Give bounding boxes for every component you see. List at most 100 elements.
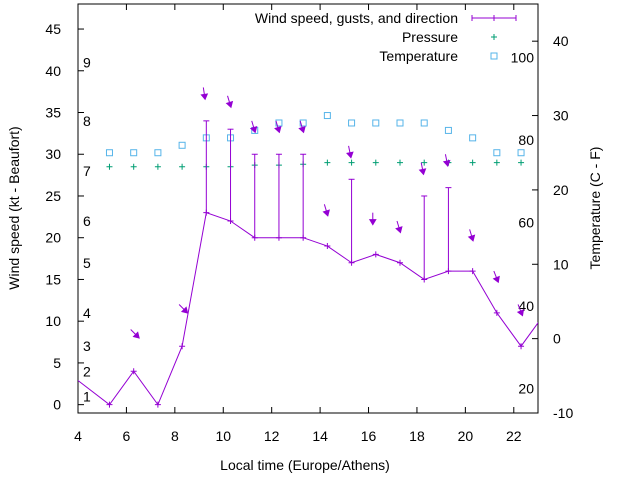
wind-speed-point [372, 251, 379, 258]
y-tick-label: 40 [45, 63, 61, 79]
wind-direction-arrowhead [395, 226, 403, 234]
y2-tick-label: 40 [553, 33, 569, 49]
temperature-point [372, 119, 380, 127]
pressure-point [397, 159, 403, 166]
wind-speed-point [397, 259, 403, 266]
y-tick-label: 0 [53, 397, 61, 413]
temperature-point [178, 141, 186, 149]
x-tick-label: 6 [123, 428, 131, 444]
wind-speed-point [251, 234, 258, 241]
wind-speed-point [518, 343, 525, 350]
x-tick-label: 20 [458, 428, 474, 444]
wind-speed-point [348, 259, 355, 266]
beaufort-label: 4 [83, 305, 91, 321]
wind-speed-point [493, 309, 500, 316]
temperature-point [299, 119, 307, 127]
wind-direction-arrowhead [180, 306, 189, 314]
wind-direction-arrowhead [274, 125, 282, 134]
beaufort-label: 2 [83, 363, 91, 379]
wind-direction-arrowhead [492, 275, 500, 284]
pressure-point [324, 159, 331, 166]
legend-label: Pressure [402, 29, 458, 45]
temperature-point [348, 119, 356, 127]
wind-speed-point [203, 209, 210, 216]
y2-tick-label: -10 [553, 405, 573, 421]
temperature-point [396, 119, 404, 127]
wind-speed-point [154, 401, 161, 408]
y2-tick-label: 10 [553, 256, 569, 272]
pressure-point [179, 163, 186, 170]
pressure-point [348, 159, 355, 166]
y2-tick-label: 30 [553, 108, 569, 124]
temperature-point [444, 126, 452, 134]
pressure-point [493, 159, 500, 166]
pressure-point [518, 159, 525, 166]
wind-direction-arrowhead [225, 100, 234, 109]
beaufort-label: 6 [83, 213, 91, 229]
temperature-point [275, 119, 283, 127]
pressure-point [421, 159, 428, 166]
temperature-point [517, 149, 525, 157]
fahrenheit-label: 80 [518, 132, 534, 148]
wind-direction-arrowhead [368, 219, 377, 226]
y-tick-label: 10 [45, 313, 61, 329]
wind-speed-point [324, 243, 331, 250]
y-axis-label: Wind speed (kt - Beaufort) [6, 126, 22, 289]
temperature-point [469, 134, 477, 142]
wind-direction-arrowhead [249, 125, 258, 134]
wind-speed-point [179, 343, 186, 350]
y-tick-label: 35 [45, 105, 61, 121]
legend-label: Wind speed, gusts, and direction [255, 10, 458, 26]
y-tick-label: 15 [45, 271, 61, 287]
wind-direction-arrowhead [346, 151, 354, 159]
y-tick-label: 20 [45, 230, 61, 246]
wind-direction-arrowhead [516, 309, 525, 317]
y-tick-label: 45 [45, 21, 61, 37]
beaufort-label: 7 [83, 163, 91, 179]
x-tick-label: 8 [171, 428, 179, 444]
pressure-point [130, 163, 137, 170]
legend-swatch-marker [491, 15, 497, 21]
wind-speed-point [469, 268, 476, 275]
beaufort-label: 9 [83, 54, 91, 70]
wind-speed-point [130, 368, 137, 375]
temperature-point [420, 119, 428, 127]
pressure-point [372, 159, 379, 166]
pressure-point [469, 159, 476, 166]
x-tick-label: 12 [264, 428, 280, 444]
pressure-point [106, 163, 113, 170]
wind-speed-point [106, 401, 113, 408]
x-tick-label: 16 [361, 428, 377, 444]
wind-speed-point [445, 268, 452, 275]
y2-axis-label: Temperature (C - F) [587, 147, 603, 270]
x-tick-label: 18 [409, 428, 425, 444]
wind-speed-point [227, 218, 234, 225]
wind-direction-arrowhead [322, 209, 330, 217]
x-tick-label: 14 [312, 428, 328, 444]
fahrenheit-label: 100 [511, 50, 535, 66]
wind-direction-arrowhead [442, 159, 451, 167]
legend-label: Temperature [379, 48, 458, 64]
wind-speed-line [78, 212, 538, 406]
legend-swatch-marker [491, 34, 497, 40]
beaufort-label: 3 [83, 338, 91, 354]
y2-tick-label: 0 [553, 331, 561, 347]
wind-direction-arrowhead [200, 93, 209, 101]
pressure-point [154, 163, 161, 170]
fahrenheit-label: 20 [518, 380, 534, 396]
wind-direction-arrowhead [298, 125, 306, 134]
fahrenheit-label: 60 [518, 215, 534, 231]
wind-speed-point [300, 234, 307, 241]
y-tick-label: 5 [53, 355, 61, 371]
beaufort-label: 1 [83, 388, 91, 404]
x-axis-label: Local time (Europe/Athens) [220, 457, 390, 473]
y2-tick-label: 20 [553, 182, 569, 198]
x-tick-label: 4 [74, 428, 82, 444]
temperature-point [154, 149, 162, 157]
wind-direction-arrowhead [467, 234, 476, 242]
x-tick-label: 22 [506, 428, 522, 444]
x-tick-label: 10 [215, 428, 231, 444]
beaufort-label: 5 [83, 255, 91, 271]
y-tick-label: 30 [45, 146, 61, 162]
